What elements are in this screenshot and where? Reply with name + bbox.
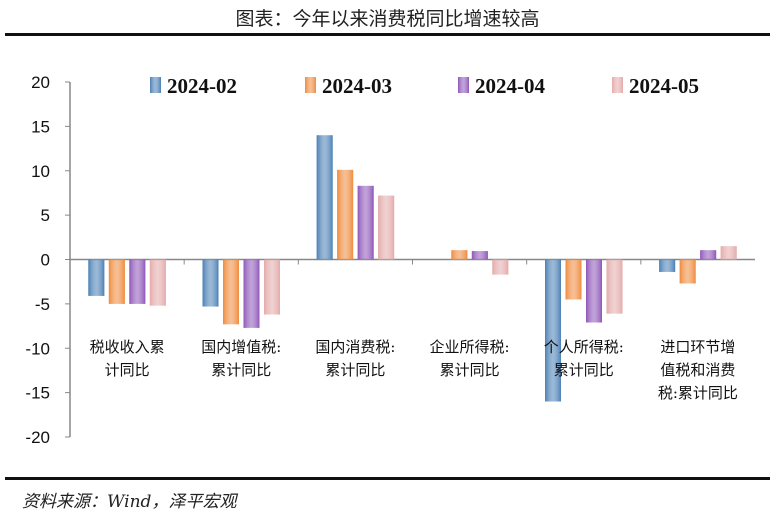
y-tick-label: 5 [41,206,50,225]
bar-shade-2024-02 [316,135,333,260]
bar-shade-2024-04 [357,185,374,260]
category-label: 税收收入累 [90,338,165,356]
bar-shade-2024-04 [129,259,146,304]
category-label: 累计同比 [554,361,614,379]
bar-shade-2024-05 [149,259,166,306]
bar-shade-2024-05 [264,259,280,315]
bar-shade-2024-02 [659,259,676,272]
bottom-rule [5,477,770,480]
bar-shade-2024-05 [378,195,395,260]
legend-label: 2024-05 [629,74,699,98]
bar-shade-2024-04 [471,251,488,260]
source-note: 资料来源：Wind，泽平宏观 [22,492,237,512]
bar-shade-2024-04 [586,259,602,323]
category-label: 累计同比 [211,361,271,379]
category-label: 值税和消费 [660,361,735,379]
bar-shade-2024-03 [565,259,582,300]
bar-shade-2024-03 [108,259,125,304]
bar-shade-2024-02 [545,259,561,402]
legend-label: 2024-02 [167,74,237,98]
y-tick-label: 15 [31,117,50,136]
bar-shade-2024-03 [337,169,354,260]
bar-shade-2024-05 [606,259,623,314]
y-tick-label: -10 [25,339,50,358]
category-label: 个人所得税: [544,338,624,356]
legend-swatch-shade [150,77,161,93]
chart-title: 图表：今年以来消费税同比增速较高 [235,8,540,30]
bar-shade-2024-02 [202,259,219,307]
category-label: 税:累计同比 [658,384,738,402]
y-tick-label: 0 [41,251,50,270]
bar-shade-2024-02 [88,259,105,296]
legend-label: 2024-03 [322,74,392,98]
category-label: 国内消费税: [315,338,395,356]
legend-swatch-shade [458,77,469,93]
bar-shade-2024-03 [451,250,468,260]
category-label: 计同比 [105,361,150,379]
top-rule [5,33,770,36]
bar-shade-2024-05 [492,259,509,275]
category-label: 累计同比 [325,361,385,379]
bar-shade-2024-04 [243,259,260,328]
bar-shade-2024-03 [223,259,239,325]
legend-swatch-shade [305,77,316,93]
y-tick-label: 10 [31,162,50,181]
category-label: 国内增值税: [201,338,281,356]
y-tick-label: -5 [35,295,50,314]
category-label: 进口环节增 [660,338,735,356]
y-tick-label: -15 [25,384,50,403]
bar-shade-2024-04 [700,250,717,260]
bar-shade-2024-03 [679,259,696,284]
legend-label: 2024-04 [475,74,545,98]
y-tick-label: 20 [31,73,50,92]
y-tick-label: -20 [25,428,50,447]
category-label: 企业所得税: [430,338,510,356]
category-label: 累计同比 [440,361,500,379]
bar-shade-2024-05 [720,246,737,260]
legend-swatch-shade [612,77,623,93]
